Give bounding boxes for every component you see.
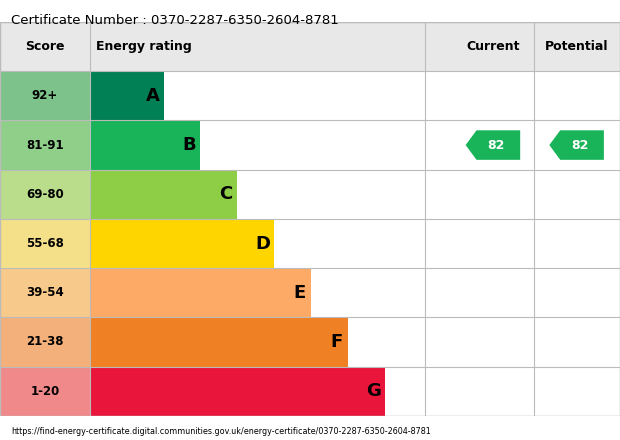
Bar [0, 170, 90, 219]
Text: D: D [255, 235, 270, 253]
Text: E: E [294, 284, 306, 302]
Text: 81-91: 81-91 [26, 139, 64, 151]
Text: B: B [182, 136, 196, 154]
Bar [0, 219, 90, 268]
Polygon shape [466, 130, 520, 160]
Text: C: C [219, 185, 232, 203]
Bar [90, 219, 274, 268]
Bar [0, 121, 90, 170]
Bar [90, 121, 200, 170]
Text: Score: Score [25, 40, 64, 53]
Text: 55-68: 55-68 [26, 237, 64, 250]
Text: F: F [330, 333, 343, 351]
Text: 21-38: 21-38 [26, 335, 64, 348]
Text: 92+: 92+ [32, 89, 58, 103]
Polygon shape [549, 130, 604, 160]
Bar [0, 268, 90, 317]
Text: 82: 82 [571, 139, 588, 151]
Text: 1-20: 1-20 [30, 385, 60, 398]
Text: G: G [366, 382, 381, 400]
Text: 69-80: 69-80 [26, 188, 64, 201]
Bar [0, 317, 90, 367]
Text: Certificate Number : 0370-2287-6350-2604-8781: Certificate Number : 0370-2287-6350-2604… [11, 14, 339, 27]
Text: Potential: Potential [545, 40, 608, 53]
Bar [0, 367, 90, 416]
Bar [90, 367, 384, 416]
Text: Energy rating: Energy rating [96, 40, 192, 53]
Bar [0, 22, 620, 71]
Bar [0, 71, 90, 121]
Text: https://find-energy-certificate.digital.communities.gov.uk/energy-certificate/03: https://find-energy-certificate.digital.… [11, 428, 431, 436]
Text: A: A [146, 87, 159, 105]
Bar [90, 317, 348, 367]
Bar [90, 170, 237, 219]
Bar [90, 71, 164, 121]
Text: 82: 82 [487, 139, 505, 151]
Text: Current: Current [466, 40, 520, 53]
Bar [90, 268, 311, 317]
Text: 39-54: 39-54 [26, 286, 64, 299]
